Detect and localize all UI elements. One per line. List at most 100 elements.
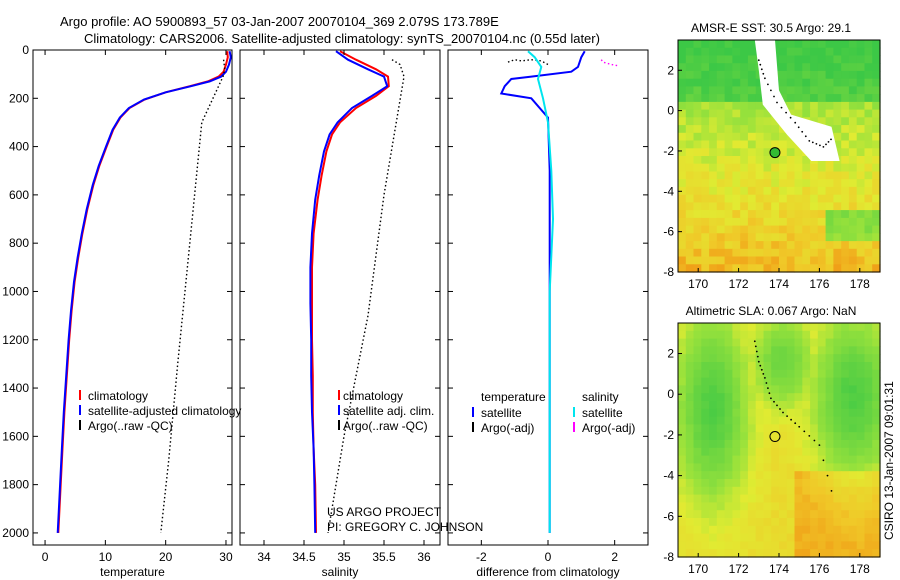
map-cell [709,323,718,332]
map-cell [841,148,850,157]
map-cell [693,47,702,56]
map-cell [732,264,741,273]
map-cell [856,171,866,180]
map-cell [716,494,726,503]
map-cell [825,408,834,418]
y-tick-label: -4 [663,469,674,483]
map-cell [817,241,827,250]
map-cell [701,256,710,265]
map-cell [841,86,850,95]
map-cell [693,525,702,535]
map-cell [786,510,796,519]
map-cell [755,393,765,402]
map-cell [786,264,796,273]
map-cell [856,541,866,550]
map-cell [872,117,881,126]
map-cell [747,393,757,402]
map-cell [724,338,733,347]
legend-label: satellite [481,406,522,420]
map-cell [794,362,803,371]
map-cell [693,408,702,418]
map-cell [833,416,842,425]
map-cell [724,471,733,480]
figure-title-line2: Climatology: CARS2006. Satellite-adjuste… [84,31,600,46]
map-cell [701,55,710,64]
map-cell [732,225,741,234]
map-cell [848,55,858,64]
map-cell [817,479,827,488]
map-cell [779,323,788,332]
map-cell [864,194,873,203]
y-tick-label: -6 [663,509,674,523]
map-cell [747,156,757,165]
map-cell [693,194,702,203]
map-cell [716,132,726,142]
map-cell [833,140,842,149]
map-cell [740,533,749,542]
map-cell [724,549,733,558]
map-cell [825,401,834,410]
map-cell [810,525,819,535]
map-cell [732,338,741,347]
map-cell [771,40,780,49]
map-cell [732,510,741,519]
map-cell [864,171,873,180]
map-cell [685,217,695,227]
map-cell [755,455,765,464]
map-cell [701,424,710,433]
map-cell [856,432,866,441]
map-cell [841,377,850,386]
map-cell [678,140,687,149]
track-point [770,397,772,400]
map-cell [763,549,772,558]
map-cell [810,549,819,558]
track-point [764,377,766,379]
map-cell [817,210,827,219]
map-cell [841,401,850,410]
map-cell [755,525,765,535]
track-point [760,368,763,371]
float-track [757,59,832,148]
map-cell [740,194,749,203]
map-cell [678,125,687,134]
map-cell [732,94,741,103]
map-cell [755,86,765,95]
map-cell [724,132,733,142]
map-cell [771,338,780,347]
map-cell [701,369,710,379]
map-cell [864,393,873,402]
map-cell [802,40,811,49]
map-cell [864,163,873,172]
map-cell [864,217,873,227]
map-cell [716,256,726,265]
map-cell [747,455,757,464]
map-cell [693,140,702,149]
map-cell [833,338,842,347]
map-cell [864,78,873,87]
map-cell [841,447,850,457]
map-cell [771,401,780,410]
map-cell [833,132,842,142]
map-cell [825,354,834,363]
map-cell [709,463,718,472]
map-cell [701,416,710,425]
map-cell [794,210,803,219]
map-cell [740,385,749,394]
map-cell [786,432,796,441]
map-cell [848,109,858,118]
map-cell [817,109,827,118]
map-cell [872,330,881,340]
map-cell [786,330,796,340]
map-cell [724,248,733,258]
map-cell [693,256,702,265]
map-cell [716,502,726,511]
map-cell [856,202,866,211]
map-cell [786,401,796,410]
map-cell [779,140,788,149]
map-cell [685,171,695,180]
map-cell [810,117,819,126]
legend-label: satellite [582,406,623,420]
map-cell [724,330,733,340]
map-cell [771,346,780,355]
